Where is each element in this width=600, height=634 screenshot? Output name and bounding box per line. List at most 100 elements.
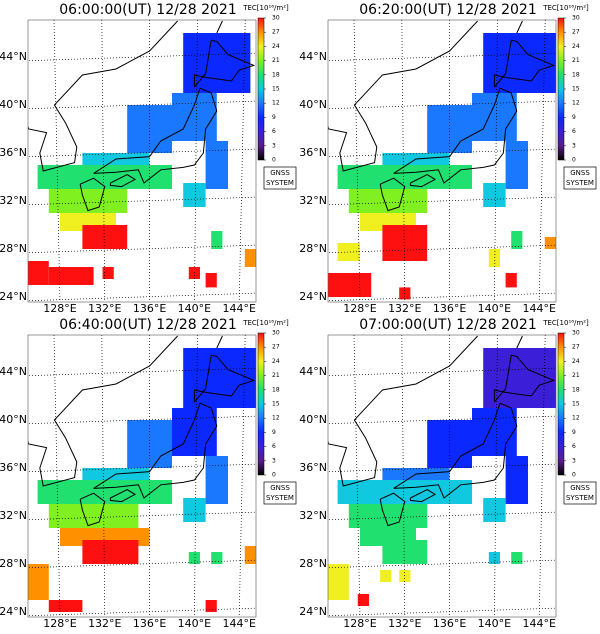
lat-label: 32°N bbox=[0, 509, 27, 522]
lon-label: 140°E bbox=[178, 302, 211, 315]
lat-label: 36°N bbox=[0, 146, 27, 159]
parallel bbox=[28, 415, 256, 425]
coastline bbox=[216, 20, 223, 34]
tec-cell bbox=[337, 243, 360, 261]
lat-label: 36°N bbox=[299, 461, 327, 474]
colorbar-label: 30 bbox=[272, 15, 280, 22]
map-panel: 44°N 40°N 36°N 32°N 28°N 24°N 128°E 132°E 136°E 1… bbox=[0, 2, 297, 315]
lat-label: 40°N bbox=[0, 98, 27, 111]
parallel bbox=[328, 148, 556, 158]
colorbar-label: 27 bbox=[572, 344, 580, 351]
tec-cell bbox=[472, 408, 517, 456]
colorbar-label: 6 bbox=[272, 443, 276, 450]
parallel bbox=[28, 292, 256, 302]
panel-title: 06:40:00(UT) 12/28 2021 bbox=[59, 317, 236, 333]
coastline bbox=[493, 39, 556, 88]
parallel bbox=[28, 607, 256, 617]
parallel bbox=[328, 292, 556, 302]
lon-label: 144°E bbox=[222, 617, 255, 630]
tec-cell bbox=[102, 267, 114, 279]
badge-text: GNSS bbox=[570, 169, 590, 177]
colorbar-label: 15 bbox=[272, 401, 280, 408]
colorbar bbox=[557, 332, 565, 476]
tec-cell bbox=[205, 600, 217, 612]
colorbar-label: 18 bbox=[572, 71, 580, 78]
tec-cell bbox=[483, 33, 556, 93]
badge-text: GNSS bbox=[270, 169, 290, 177]
meridian bbox=[401, 335, 406, 617]
tec-cell bbox=[357, 594, 369, 606]
colorbar-label: 9 bbox=[572, 114, 576, 121]
lat-label: 24°N bbox=[299, 290, 327, 303]
coastline bbox=[379, 492, 406, 527]
meridian bbox=[194, 20, 198, 302]
lat-label: 40°N bbox=[299, 413, 327, 426]
map-frame bbox=[27, 19, 257, 303]
parallel bbox=[28, 52, 256, 62]
tec-cell bbox=[48, 267, 94, 285]
map-area bbox=[28, 20, 256, 302]
colorbar-label: 0 bbox=[272, 472, 276, 479]
parallel bbox=[28, 463, 256, 473]
parallel bbox=[328, 559, 556, 569]
tec-cell bbox=[328, 273, 372, 297]
colorbar bbox=[257, 332, 265, 476]
lat-label: 44°N bbox=[299, 365, 327, 378]
map-panel: 44°N 40°N 36°N 32°N 28°N 24°N 128°E 132°E 136°E 1… bbox=[299, 317, 597, 630]
lon-label: 132°E bbox=[88, 617, 121, 630]
coastline bbox=[493, 354, 556, 403]
coastline bbox=[216, 335, 223, 349]
colorbar-label: 24 bbox=[272, 43, 280, 50]
lon-label: 140°E bbox=[478, 302, 511, 315]
tec-cell bbox=[172, 408, 217, 456]
tec-cell bbox=[505, 456, 528, 504]
coastline bbox=[516, 335, 523, 349]
lon-label: 132°E bbox=[388, 617, 421, 630]
meridian bbox=[101, 20, 106, 302]
colorbar-label: 3 bbox=[572, 457, 576, 464]
lon-label: 132°E bbox=[88, 302, 121, 315]
panel-title: 06:00:00(UT) 12/28 2021 bbox=[59, 2, 236, 18]
lat-label: 40°N bbox=[299, 98, 327, 111]
lon-label: 140°E bbox=[478, 617, 511, 630]
colorbar-title: TEC[10¹⁶/m²] bbox=[242, 319, 289, 327]
tec-cell bbox=[488, 249, 500, 267]
tec-cell bbox=[183, 498, 206, 522]
tec-cell bbox=[348, 504, 428, 528]
coastline bbox=[109, 174, 137, 188]
tec-cell bbox=[483, 183, 506, 207]
meridian bbox=[494, 20, 498, 302]
tec-cell bbox=[488, 552, 500, 564]
lon-label: 140°E bbox=[178, 617, 211, 630]
meridian bbox=[238, 20, 246, 302]
coastline bbox=[93, 402, 218, 499]
colorbar-label: 30 bbox=[572, 330, 580, 337]
tec-cell bbox=[511, 231, 523, 249]
map-area bbox=[28, 335, 256, 617]
badge-box bbox=[263, 166, 297, 190]
meridian bbox=[538, 335, 546, 617]
tec-cell bbox=[544, 237, 556, 249]
lat-label: 28°N bbox=[299, 557, 327, 570]
tec-cell bbox=[48, 600, 83, 612]
colorbar-label: 21 bbox=[272, 372, 280, 379]
parallel bbox=[28, 100, 256, 110]
map-frame bbox=[27, 334, 257, 618]
lat-label: 24°N bbox=[0, 605, 27, 618]
tec-cell bbox=[211, 552, 223, 564]
meridian bbox=[538, 20, 546, 302]
colorbar-label: 6 bbox=[572, 128, 576, 135]
lat-label: 36°N bbox=[299, 146, 327, 159]
colorbar-label: 12 bbox=[272, 415, 280, 422]
badge-text: SYSTEM bbox=[566, 179, 594, 187]
coastline bbox=[28, 20, 178, 172]
tec-cell bbox=[328, 564, 349, 600]
tec-cell bbox=[211, 231, 223, 249]
colorbar-label: 9 bbox=[272, 429, 276, 436]
colorbar-label: 0 bbox=[572, 472, 576, 479]
colorbar-label: 15 bbox=[572, 401, 580, 408]
lat-label: 44°N bbox=[0, 50, 27, 63]
colorbar-label: 15 bbox=[272, 86, 280, 93]
coastline bbox=[393, 402, 518, 499]
